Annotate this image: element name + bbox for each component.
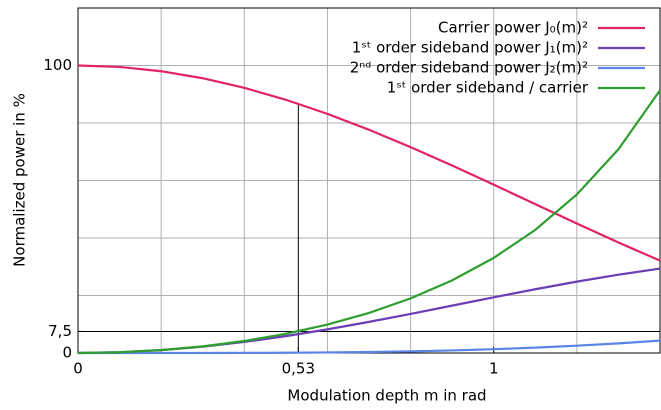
legend-label: 1ˢᵗ order sideband power J₁(m)² [352, 39, 588, 57]
legend-label: Carrier power J₀(m)² [438, 19, 588, 37]
series-line [77, 267, 661, 355]
series-line [77, 339, 661, 355]
x-tick-label: 0 [73, 360, 83, 378]
y-tick-label: 100 [43, 56, 72, 74]
series-line [77, 64, 661, 262]
legend-label: 1ˢᵗ order sideband / carrier [387, 79, 589, 97]
y-tick-label: 0 [62, 344, 72, 362]
y-tick-label: 7,5 [48, 322, 72, 340]
x-tick-label: 0,53 [282, 360, 315, 378]
y-axis-label: Normalized power in % [11, 93, 29, 267]
x-axis-label: Modulation depth m in rad [287, 387, 486, 405]
x-tick-label: 1 [489, 360, 499, 378]
series-line [77, 89, 661, 355]
legend-label: 2ⁿᵈ order sideband power J₂(m)² [350, 59, 588, 77]
